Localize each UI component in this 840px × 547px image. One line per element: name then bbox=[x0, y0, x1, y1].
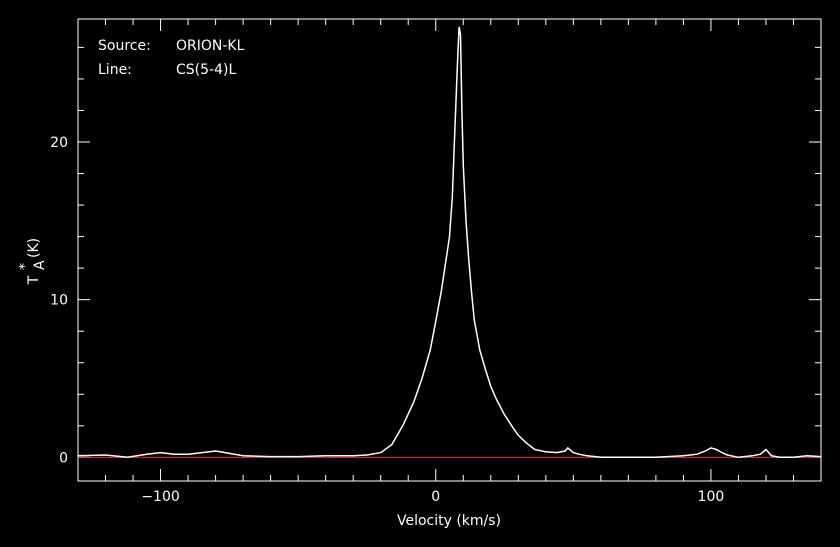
x-tick-label: 0 bbox=[431, 489, 440, 505]
plot-frame bbox=[77, 18, 822, 482]
x-tick-label: 100 bbox=[698, 489, 725, 505]
spectrum-line bbox=[77, 26, 822, 459]
y-tick-label: 20 bbox=[50, 135, 68, 151]
y-axis-label-sub: A bbox=[32, 260, 48, 270]
line-key: Line: bbox=[98, 62, 132, 78]
y-tick-label: 0 bbox=[59, 450, 68, 466]
source-key: Source: bbox=[98, 38, 151, 54]
x-tick-label: −100 bbox=[141, 489, 179, 505]
axis-ticks bbox=[77, 19, 822, 481]
y-axis-label-sup: * bbox=[17, 263, 33, 270]
y-axis-label-main: T bbox=[26, 275, 42, 285]
y-axis-label: T A * (K) bbox=[17, 238, 48, 285]
line-value: CS(5-4)L bbox=[176, 62, 236, 78]
y-axis-label-unit: (K) bbox=[26, 238, 42, 258]
y-tick-label: 10 bbox=[50, 293, 68, 309]
axis-tick-labels: −100 0 100 0 10 20 bbox=[50, 135, 724, 505]
source-value: ORION-KL bbox=[176, 38, 245, 54]
x-axis-label: Velocity (km/s) bbox=[397, 513, 501, 529]
